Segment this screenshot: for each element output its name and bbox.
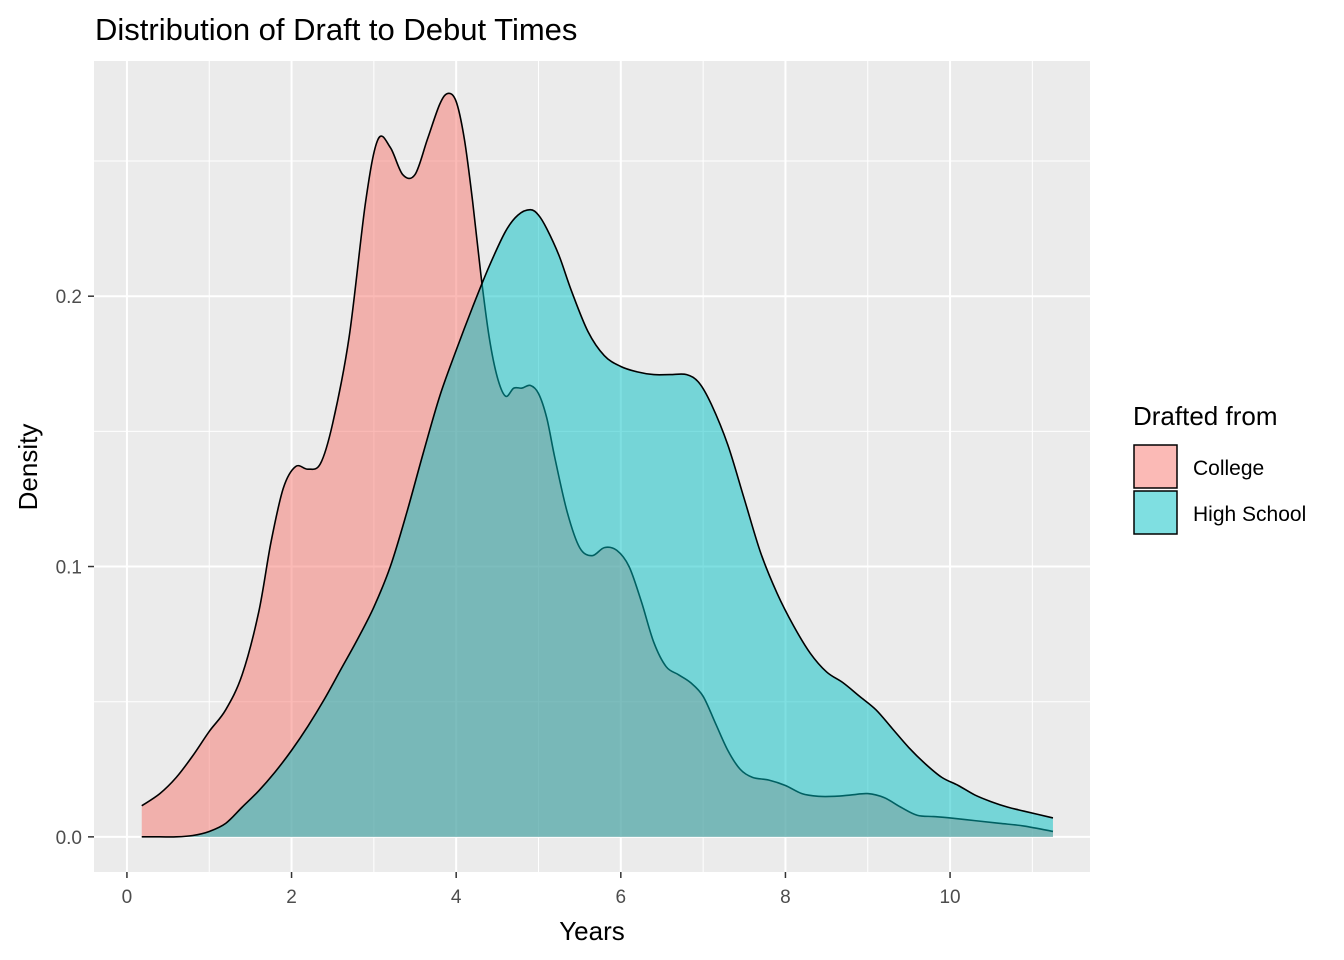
legend-title: Drafted from [1133,401,1278,431]
y-axis-title: Density [13,424,43,511]
x-axis-ticks: 0 2 4 6 8 10 [122,872,961,908]
y-tick-label: 0.0 [56,828,82,849]
x-tick-label: 4 [451,887,462,908]
density-area-high-school [141,209,1053,837]
x-tick-label: 8 [780,887,791,908]
density-areas [141,92,1054,838]
x-tick-label: 10 [939,887,960,908]
y-tick-label: 0.1 [56,558,82,579]
x-axis-title: Years [559,916,625,946]
legend-label-college: College [1193,457,1264,480]
legend-key-college [1133,444,1178,489]
x-tick-label: 0 [122,887,133,908]
x-tick-label: 6 [616,887,627,908]
y-axis-ticks: 0.0 0.1 0.2 [56,287,94,849]
chart-title: Distribution of Draft to Debut Times [95,12,577,47]
y-tick-label: 0.2 [56,287,82,308]
legend-label-high-school: High School [1193,503,1306,526]
density-line-high-school [141,208,1054,838]
legend: Drafted from College High School [1133,401,1306,535]
legend-key-high-school [1133,490,1178,535]
x-tick-label: 2 [286,887,297,908]
